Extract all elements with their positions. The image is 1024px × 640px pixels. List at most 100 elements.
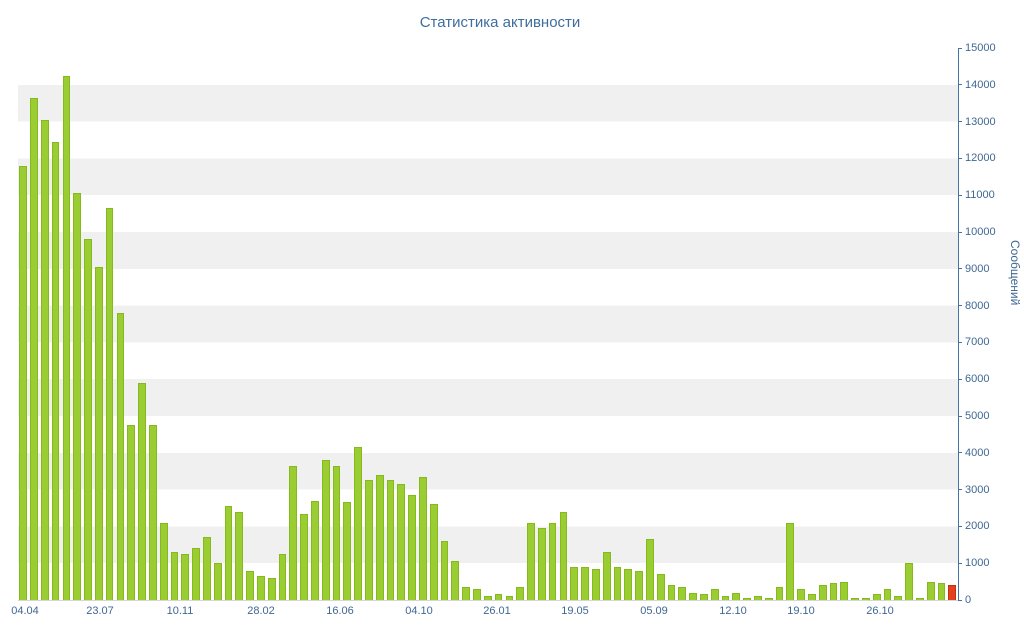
bar [494,594,503,600]
y-tick-label: 3000 [965,483,990,496]
bar [170,552,179,600]
y-axis-title: Сообщений [1008,240,1022,306]
y-tick-label: 14000 [965,78,996,91]
x-tick-label: 05.09 [640,605,668,617]
y-tick-mark [958,231,962,233]
bar [332,465,341,600]
y-tick-label: 12000 [965,152,996,165]
y-tick-mark [958,157,962,159]
bar [613,566,622,600]
y-tick-mark [958,341,962,343]
bar [84,239,92,600]
bar [775,587,784,600]
bar [246,570,254,600]
y-tick-mark [958,305,962,307]
y-axis-line [958,48,959,600]
bar [743,598,751,600]
plot-area: 0 1000 2000 3000 4000 5000 6000 7000 8000 9000 100… [11,42,995,617]
x-tick-label: 19.10 [787,605,815,617]
bar [192,548,200,600]
bar [937,583,946,600]
bar [624,568,633,600]
bar [354,447,362,600]
bar [678,587,687,600]
bar [213,563,222,600]
y-tick-mark [958,121,962,123]
bar [559,511,568,600]
x-tick-label: 23.07 [86,605,114,617]
x-tick-label: 04.10 [405,605,433,617]
bar [127,425,136,600]
y-tick-label: 8000 [965,299,990,312]
bar [408,495,417,600]
bar [818,585,827,600]
bar-current-highlighted [948,585,957,600]
y-tick-label: 10000 [965,226,996,238]
bar [116,312,125,600]
bar [689,592,697,600]
bar [62,75,71,600]
bar [872,594,881,600]
bar [905,563,914,600]
bar [257,576,265,600]
x-tick-label: 28.02 [247,605,275,617]
bar [786,522,795,600]
bar [883,588,892,600]
bar [732,592,741,600]
bar [311,500,319,600]
bar [699,594,708,600]
x-tick-label: 26.01 [483,605,511,617]
bar [235,511,244,600]
y-tick-mark [958,378,962,380]
bar [429,504,438,600]
y-tick-label: 9000 [965,262,990,275]
y-tick-mark [958,84,962,86]
bar [462,587,471,600]
bar [300,513,308,600]
y-tick-mark [958,194,962,196]
bar [397,484,406,600]
y-tick-mark [958,562,962,564]
y-tick-label: 11000 [965,189,995,202]
bar [148,425,157,600]
bar [365,480,373,600]
bar [840,581,849,600]
bar [808,594,816,600]
bar [862,598,870,600]
y-tick-mark [958,268,962,270]
y-tick-mark [958,525,962,527]
bar [926,581,935,600]
bar [829,583,838,600]
bar [40,119,49,600]
y-tick-label: 7000 [965,336,990,349]
bar [548,522,557,600]
bar [30,97,38,600]
bar [537,528,546,600]
y-tick-label: 2000 [965,520,990,533]
bar [289,465,298,600]
bar [419,476,427,600]
y-tick-label: 15000 [965,42,996,54]
bar [343,502,352,600]
y-tick-mark [958,415,962,417]
x-tick-label: 10.11 [166,605,194,617]
y-tick-label: 1000 [965,557,990,570]
bar [656,574,665,600]
bar [224,506,233,600]
bar [440,541,449,600]
bar [667,585,676,600]
y-tick-label: 13000 [965,115,996,128]
bar [602,552,611,600]
bar [386,480,395,600]
bar [505,596,514,600]
bar [894,596,903,600]
bar [159,522,168,600]
y-tick-mark [958,489,962,491]
y-tick-label: 4000 [965,446,990,459]
bar [51,141,60,600]
bar [267,577,276,600]
bar [851,598,860,600]
bar [181,554,190,600]
x-tick-label: 12.10 [719,605,747,617]
